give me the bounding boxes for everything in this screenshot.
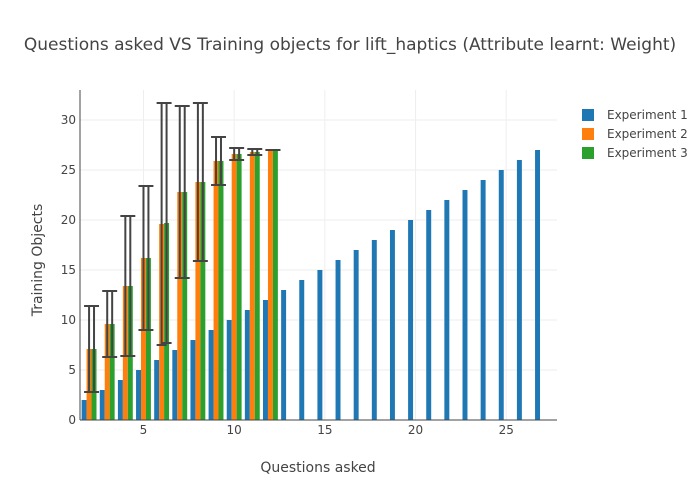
bars — [81, 150, 541, 420]
y-tick-label: 5 — [68, 363, 76, 377]
y-axis-title: Training Objects — [30, 204, 46, 318]
legend-swatch[interactable] — [582, 109, 594, 121]
legend[interactable]: Experiment 1 Experiment 2 Experiment 3 — [582, 108, 688, 160]
bar[interactable] — [200, 182, 206, 420]
bar[interactable] — [195, 182, 201, 420]
bar[interactable] — [371, 240, 377, 420]
bar[interactable] — [389, 230, 395, 420]
y-tick-label: 30 — [61, 113, 76, 127]
bar[interactable] — [177, 192, 183, 420]
bar[interactable] — [263, 300, 268, 420]
x-tick-label: 5 — [140, 423, 148, 437]
bar[interactable] — [231, 154, 237, 420]
bar[interactable] — [535, 150, 541, 420]
bar[interactable] — [335, 260, 341, 420]
bar[interactable] — [136, 370, 142, 420]
y-tick-label: 15 — [61, 263, 76, 277]
x-axis-title: Questions asked — [260, 460, 375, 476]
bar[interactable] — [109, 324, 115, 420]
bar[interactable] — [226, 320, 232, 420]
bar[interactable] — [281, 290, 287, 420]
bar[interactable] — [444, 200, 450, 420]
bar[interactable] — [516, 160, 522, 420]
legend-swatch[interactable] — [582, 128, 594, 140]
bar[interactable] — [236, 154, 242, 420]
legend-label[interactable]: Experiment 3 — [607, 146, 688, 160]
chart-title: Questions asked VS Training objects for … — [24, 35, 676, 55]
y-tick-label: 20 — [61, 213, 76, 227]
x-tick-label: 20 — [408, 423, 423, 437]
bar[interactable] — [154, 360, 160, 420]
error-bars — [84, 102, 281, 393]
bar[interactable] — [141, 258, 146, 420]
bar[interactable] — [426, 210, 432, 420]
bar[interactable] — [99, 390, 105, 420]
bar[interactable] — [213, 161, 219, 420]
x-tick-label: 10 — [227, 423, 242, 437]
bar[interactable] — [462, 190, 468, 420]
bar[interactable] — [190, 340, 196, 420]
bar[interactable] — [182, 192, 188, 420]
y-tick-label: 0 — [68, 413, 76, 427]
y-tick-label: 10 — [61, 313, 76, 327]
axes — [79, 90, 557, 421]
legend-label[interactable]: Experiment 1 — [607, 108, 688, 122]
bar[interactable] — [272, 150, 278, 420]
bar[interactable] — [480, 180, 486, 420]
bar[interactable] — [249, 152, 255, 420]
legend-swatch[interactable] — [582, 147, 594, 159]
x-tick-label: 15 — [317, 423, 332, 437]
bar[interactable] — [244, 310, 250, 420]
bar[interactable] — [317, 270, 323, 420]
bar[interactable] — [104, 324, 110, 420]
x-tick-label: 25 — [499, 423, 514, 437]
bar[interactable] — [353, 250, 359, 420]
bar[interactable] — [218, 161, 224, 420]
bar[interactable] — [498, 170, 504, 420]
bar[interactable] — [117, 380, 123, 420]
legend-label[interactable]: Experiment 2 — [607, 127, 688, 141]
y-tick-label: 25 — [61, 163, 76, 177]
bar[interactable] — [172, 350, 178, 420]
bar[interactable] — [408, 220, 414, 420]
bar[interactable] — [267, 150, 273, 420]
tick-labels: 0 5 10 15 20 25 30 5 10 15 20 25 — [61, 113, 514, 437]
bar[interactable] — [81, 400, 87, 420]
bar[interactable] — [254, 152, 260, 420]
bar[interactable] — [208, 330, 214, 420]
bar[interactable] — [299, 280, 305, 420]
bar[interactable] — [145, 258, 151, 420]
